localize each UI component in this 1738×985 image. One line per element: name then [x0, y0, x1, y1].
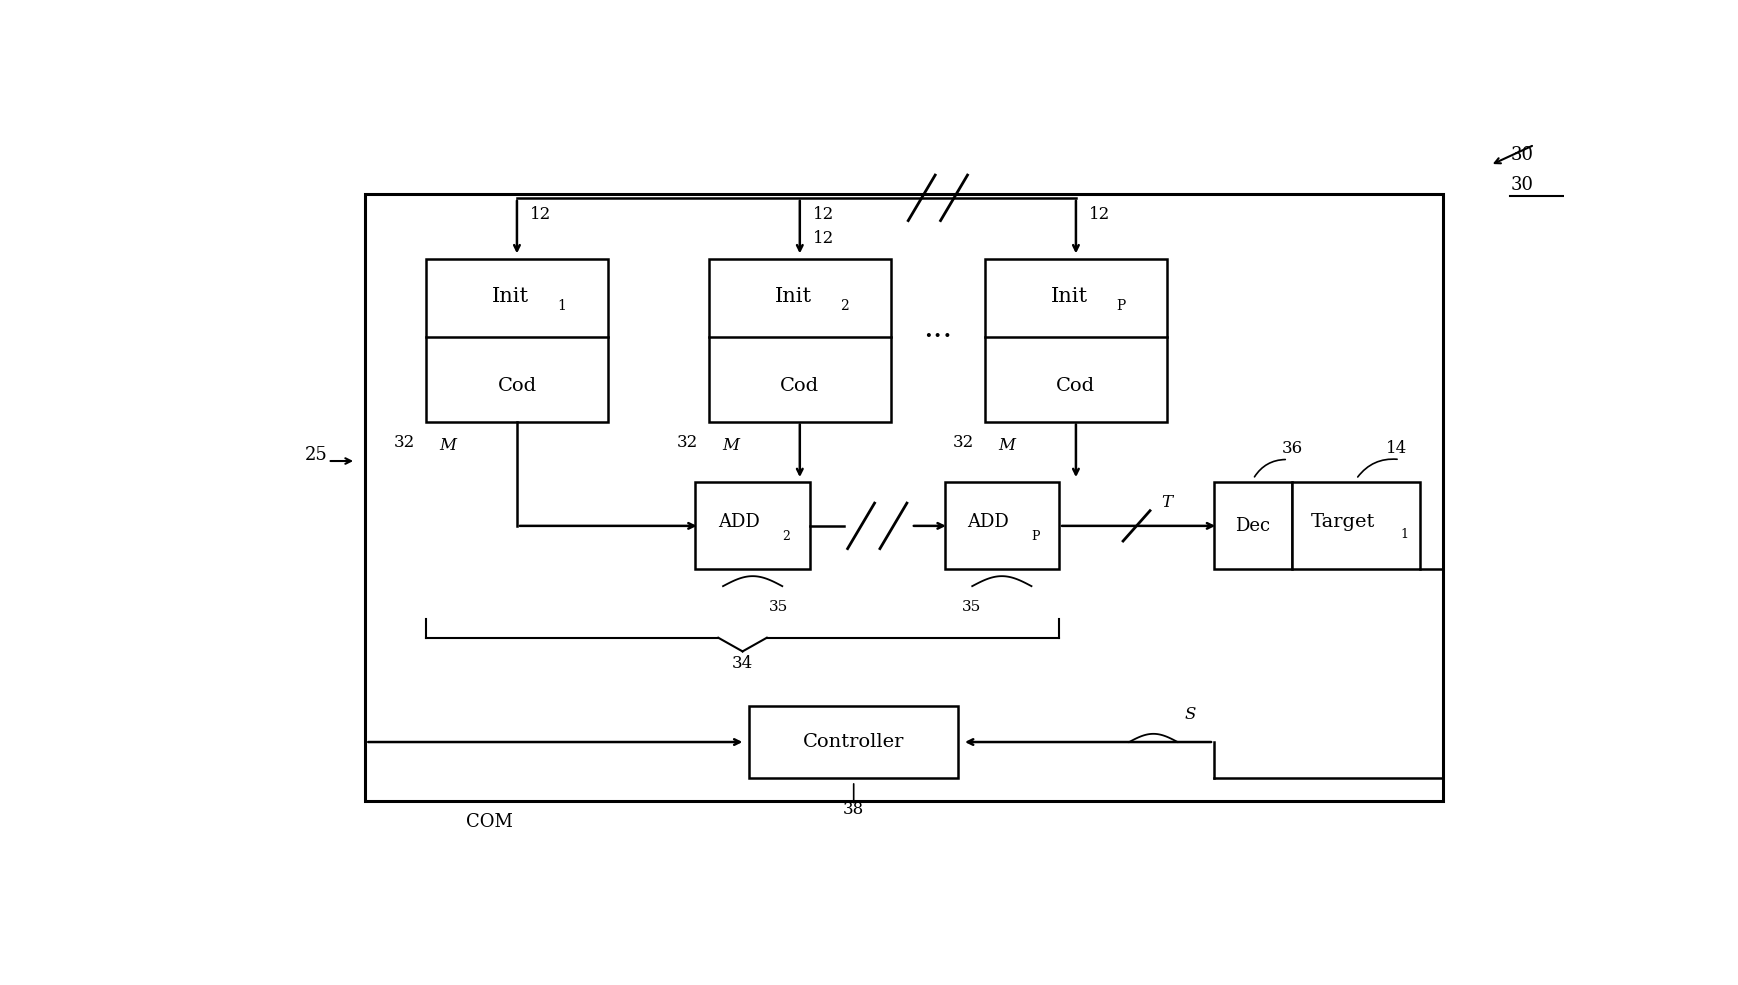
Text: 32: 32 — [395, 434, 415, 451]
Text: M: M — [998, 437, 1015, 454]
Text: 12: 12 — [1090, 206, 1111, 223]
Text: S: S — [1184, 706, 1196, 723]
Text: ADD: ADD — [968, 513, 1010, 531]
Text: 38: 38 — [843, 802, 864, 819]
Text: 36: 36 — [1281, 440, 1302, 457]
Text: P: P — [1116, 298, 1126, 313]
Text: Dec: Dec — [1236, 517, 1270, 535]
Bar — [945, 483, 1058, 569]
Bar — [1291, 483, 1420, 569]
Text: T: T — [1161, 493, 1171, 511]
Text: 34: 34 — [732, 655, 753, 672]
Text: 1: 1 — [1401, 529, 1408, 542]
Text: 12: 12 — [530, 206, 551, 223]
Bar — [695, 483, 810, 569]
Bar — [709, 258, 892, 422]
Text: 35: 35 — [768, 600, 787, 615]
Text: 35: 35 — [961, 600, 980, 615]
Text: Target: Target — [1310, 513, 1375, 531]
Text: 2: 2 — [782, 530, 791, 543]
Text: 12: 12 — [813, 206, 834, 223]
Text: Init: Init — [775, 287, 812, 305]
Text: 32: 32 — [676, 434, 699, 451]
Text: 25: 25 — [304, 445, 327, 464]
Text: 1: 1 — [558, 298, 567, 313]
Text: Cod: Cod — [497, 376, 537, 395]
Text: 12: 12 — [813, 230, 834, 247]
Text: Controller: Controller — [803, 733, 904, 751]
Bar — [985, 258, 1166, 422]
Text: 30: 30 — [1510, 146, 1533, 164]
Bar — [426, 258, 608, 422]
Text: 2: 2 — [839, 298, 848, 313]
Text: ...: ... — [923, 313, 952, 344]
Text: Cod: Cod — [780, 376, 819, 395]
Text: 30: 30 — [1510, 176, 1533, 194]
Text: 14: 14 — [1387, 440, 1408, 457]
Text: Init: Init — [492, 287, 528, 305]
Text: COM: COM — [466, 813, 513, 831]
Text: Init: Init — [1051, 287, 1088, 305]
Text: M: M — [440, 437, 457, 454]
Text: M: M — [723, 437, 739, 454]
Text: 32: 32 — [952, 434, 975, 451]
Bar — [749, 706, 958, 778]
Bar — [1213, 483, 1291, 569]
Text: P: P — [1031, 530, 1039, 543]
Text: ADD: ADD — [718, 513, 760, 531]
Bar — [365, 194, 1443, 801]
Text: Cod: Cod — [1057, 376, 1095, 395]
